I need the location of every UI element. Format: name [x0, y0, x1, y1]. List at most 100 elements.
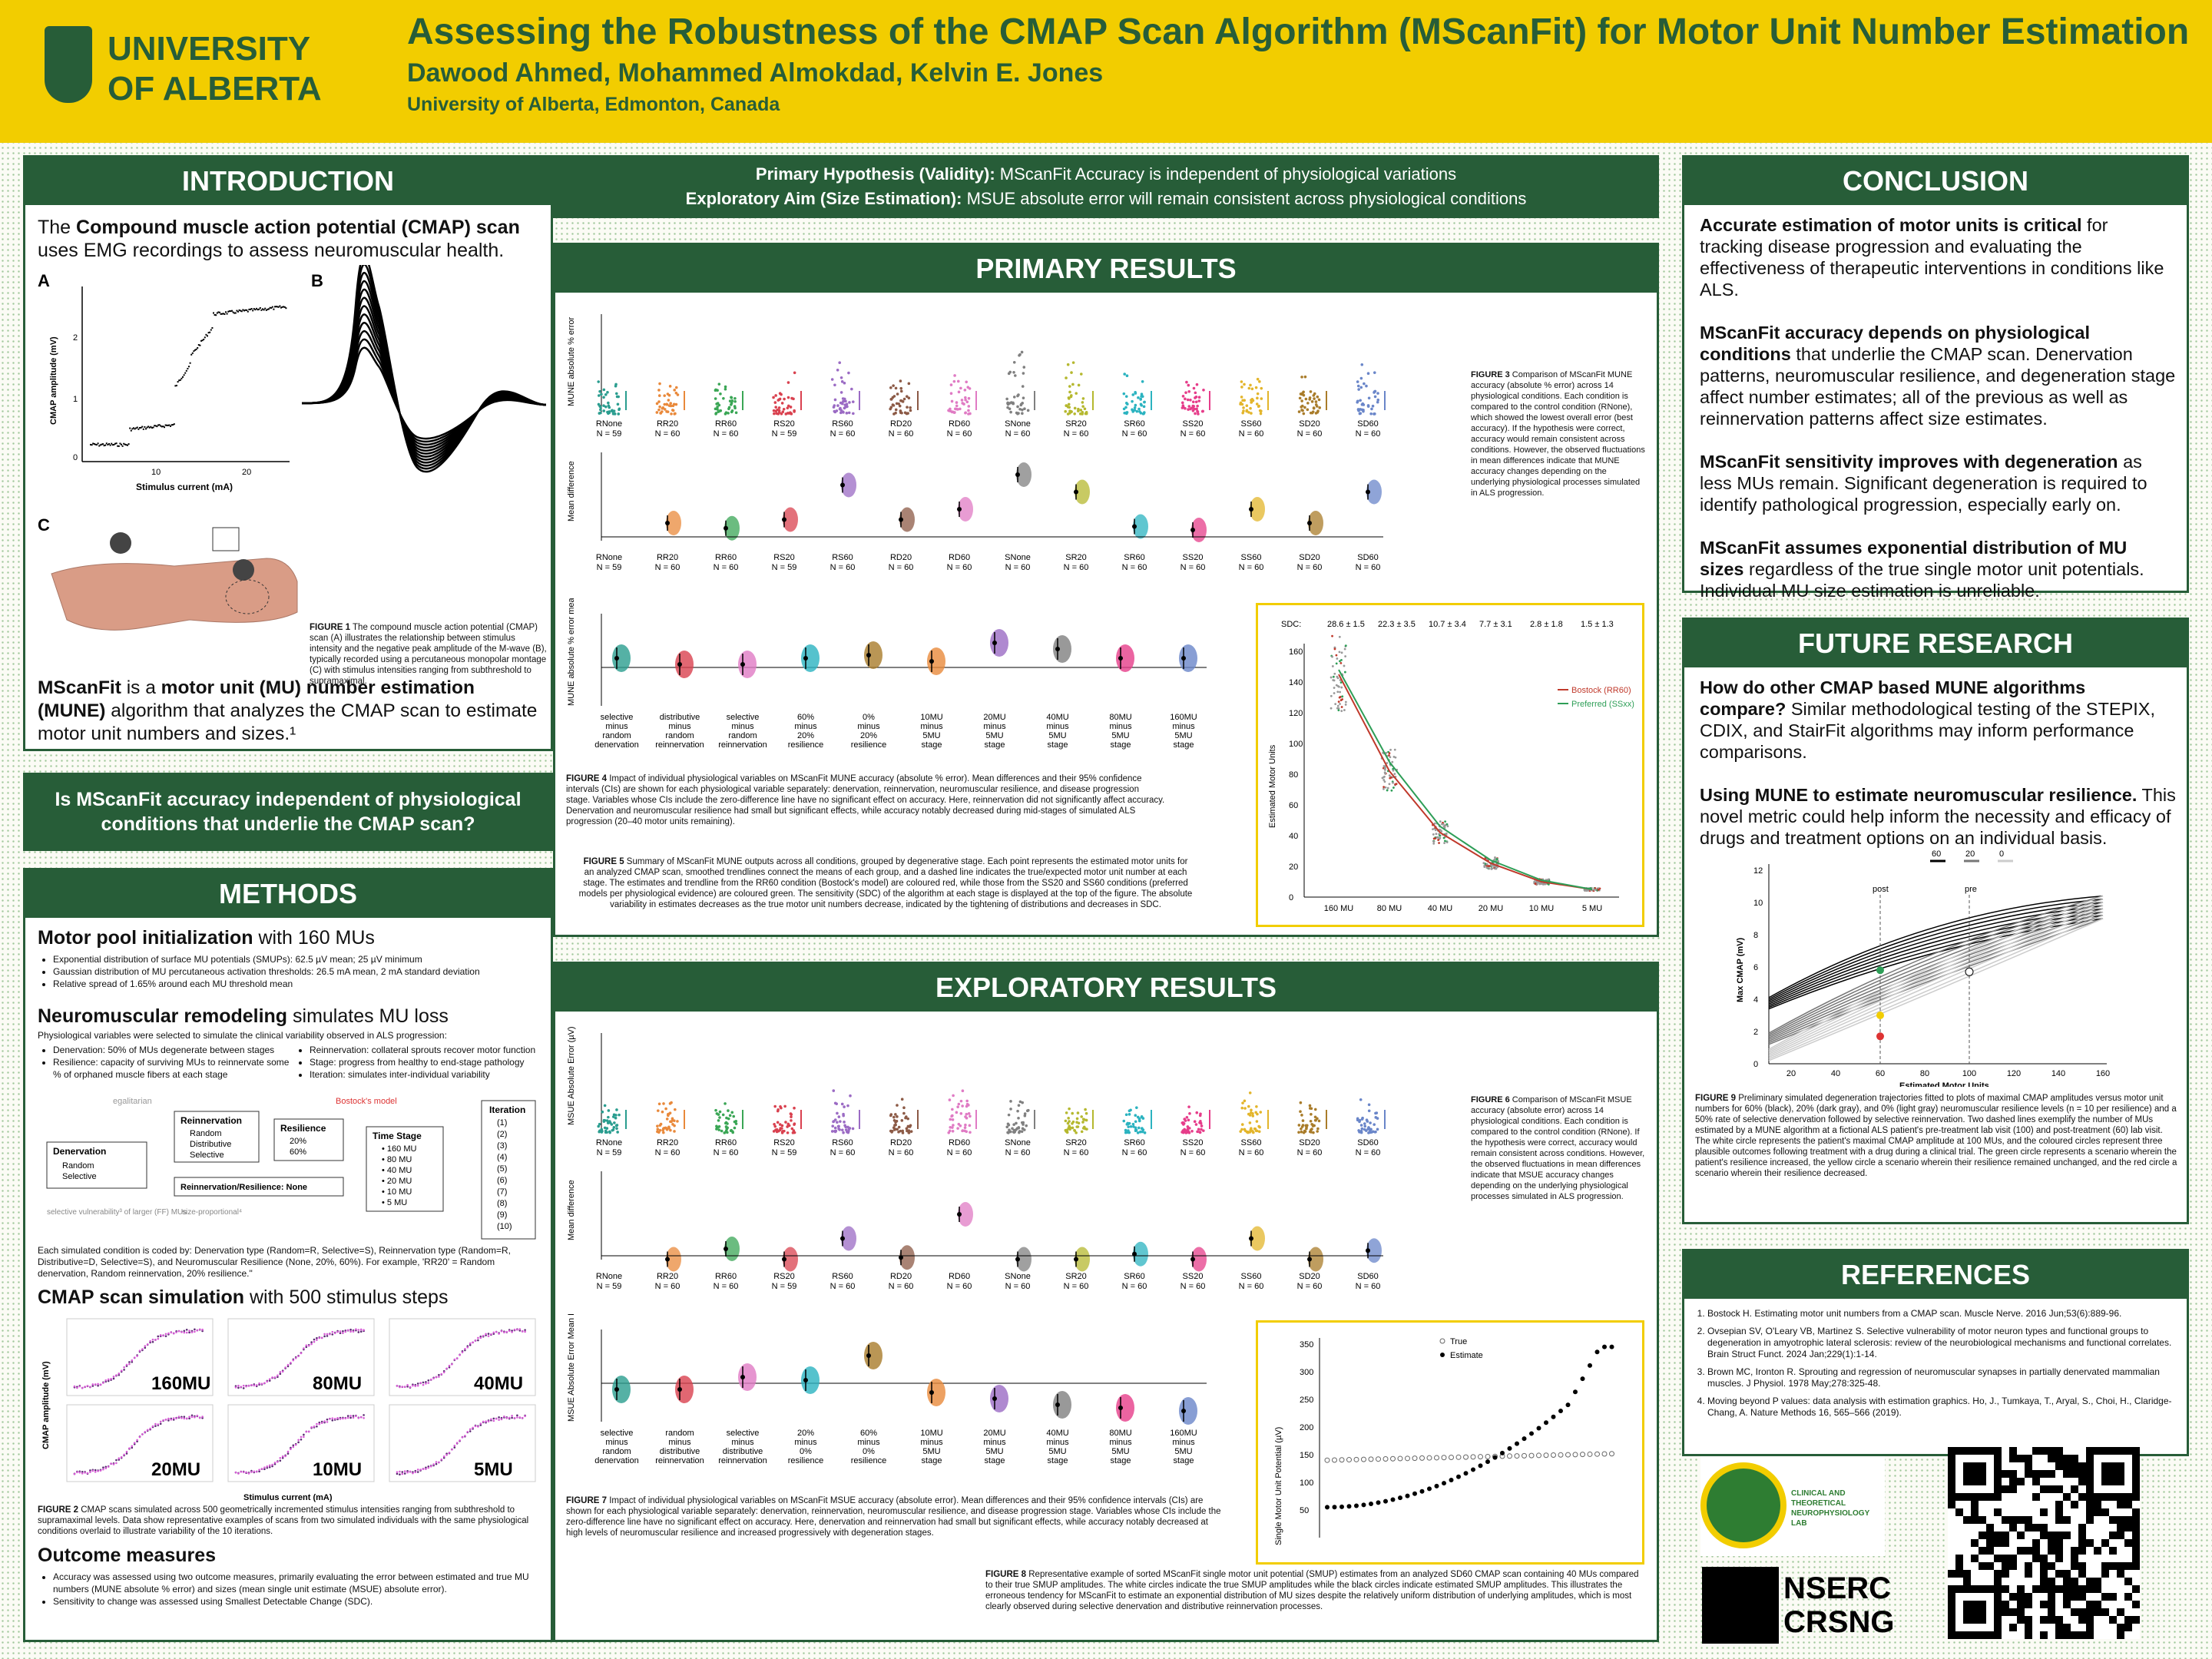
swarm-point — [907, 382, 911, 386]
swarm-point — [894, 1113, 897, 1116]
group-label: stage — [1048, 740, 1068, 750]
swarm-point — [1124, 395, 1128, 398]
qr-module — [2055, 1585, 2063, 1593]
fig2-point — [349, 1416, 352, 1419]
legend-label: Estimate — [1450, 1351, 1483, 1360]
fig2-point — [131, 1359, 134, 1362]
qr-code-icon[interactable] — [1948, 1447, 2140, 1639]
scan-point — [119, 442, 121, 445]
scan-point — [225, 311, 227, 313]
list-item: Exponential distribution of surface MU p… — [53, 953, 541, 965]
swarm-point — [908, 1125, 912, 1128]
figure-6-caption-text: Comparison of MScanFit MSUE accuracy (ab… — [1471, 1095, 1645, 1201]
fig2-point — [435, 1376, 438, 1379]
swarm-point — [909, 406, 912, 409]
condition-label: SR60 — [1124, 1138, 1145, 1147]
swarm-point — [663, 394, 667, 397]
bostock-label: Bostock's model — [336, 1097, 397, 1106]
swarm-point — [847, 1130, 850, 1133]
swarm-point — [790, 1127, 794, 1131]
condition-label: RR60 — [715, 1272, 737, 1281]
fig2-point — [91, 1469, 94, 1472]
swarm-point — [832, 406, 836, 409]
swarm-point — [1369, 1121, 1372, 1124]
swarm-point — [1128, 1113, 1131, 1116]
estimate-point — [1488, 865, 1491, 867]
swarm-point — [1247, 411, 1250, 414]
qr-module — [1979, 1516, 1986, 1524]
qr-module — [2048, 1578, 2055, 1585]
estimate-point — [1383, 780, 1386, 783]
fig2-point — [416, 1471, 419, 1473]
qr-module — [2009, 1516, 2017, 1524]
fig2-point — [292, 1445, 295, 1449]
swarm-point — [1257, 1130, 1261, 1134]
qr-module — [1955, 1508, 1963, 1516]
stage-item: • 10 MU — [382, 1187, 412, 1197]
fig2-point — [237, 1472, 240, 1475]
qr-module — [2032, 1555, 2040, 1562]
condition-label: SD60 — [1357, 419, 1379, 429]
estimate-point — [1332, 679, 1335, 681]
swarm-point — [1182, 1123, 1185, 1126]
estimate-point — [1382, 787, 1385, 790]
group-label: 20% — [797, 1429, 814, 1438]
mean-difference-point — [1366, 489, 1370, 495]
fig2-point — [91, 1385, 94, 1387]
qr-module — [2063, 1593, 2071, 1601]
fig2-point — [521, 1416, 524, 1419]
estimate-point — [1485, 866, 1488, 869]
swarm-point — [889, 406, 893, 409]
swarm-point — [786, 396, 790, 399]
fig2-point — [455, 1357, 459, 1360]
fig2-point — [320, 1422, 323, 1425]
swarm-point — [1301, 1124, 1305, 1127]
qr-module — [1986, 1547, 1994, 1555]
swarm-point — [1200, 1124, 1204, 1128]
swarm-point — [1314, 400, 1318, 403]
effect-distribution — [1250, 1226, 1265, 1251]
future-research-heading: FUTURE RESEARCH — [1684, 620, 2187, 667]
swarm-point — [1196, 404, 1199, 408]
fig2-point — [474, 1425, 477, 1428]
group-label: minus — [1172, 722, 1195, 731]
qr-module — [2055, 1555, 2063, 1562]
swarm-point — [965, 1104, 969, 1108]
fig2-point — [469, 1343, 472, 1346]
estimate-point — [1434, 829, 1437, 832]
fig2-point — [294, 1357, 297, 1359]
swarm-point — [1358, 412, 1362, 416]
swarm-point — [613, 412, 617, 416]
swarm-point — [963, 1129, 966, 1133]
swarm-point — [601, 1129, 604, 1133]
nserc-logo-text: NSERC CRSNG — [1783, 1571, 1894, 1639]
condition-label: RS60 — [832, 553, 853, 562]
fig2-point — [188, 1331, 190, 1334]
swarm-point — [902, 1106, 906, 1109]
swarm-point — [1122, 392, 1126, 396]
effect-distribution — [1366, 479, 1382, 505]
fig2-point — [190, 1331, 194, 1333]
fig2-point — [464, 1347, 466, 1350]
swarm-point — [1137, 396, 1140, 399]
fig2-point — [268, 1379, 271, 1382]
swarm-point — [659, 1122, 663, 1126]
swarm-point — [1141, 412, 1145, 416]
estimate-point — [1384, 786, 1387, 789]
swarm-point — [1300, 404, 1304, 408]
swarm-point — [1359, 399, 1362, 402]
fig2-point — [97, 1382, 99, 1386]
condition-label: SR20 — [1065, 1138, 1087, 1147]
swarm-point — [772, 1130, 776, 1133]
condition-label: SS20 — [1183, 1272, 1204, 1281]
fig2-point — [279, 1373, 282, 1376]
swarm-point — [1017, 1104, 1021, 1107]
intro-p1-pre: The — [38, 217, 77, 238]
true-point — [1543, 1452, 1549, 1459]
fig2-point — [104, 1467, 108, 1469]
qr-module — [2002, 1532, 2009, 1539]
y-axis-label: MSUE Absolute Error (µV) — [567, 1026, 576, 1125]
scan-point — [108, 442, 110, 445]
fig2-point — [247, 1384, 250, 1387]
fig2-point — [136, 1439, 138, 1442]
